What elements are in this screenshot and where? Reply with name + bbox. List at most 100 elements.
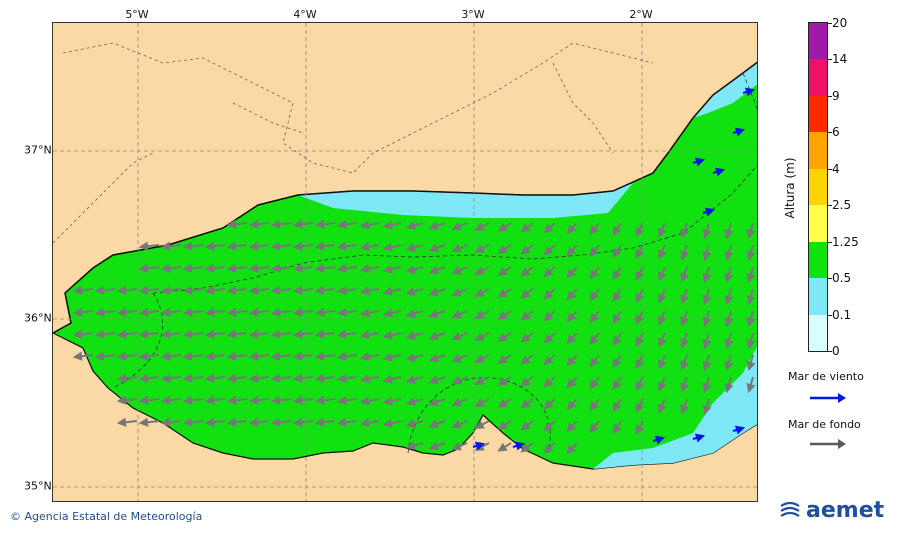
wind-arrows bbox=[472, 87, 756, 451]
wave-height-map[interactable] bbox=[52, 22, 758, 502]
swell-arrow-head bbox=[138, 329, 149, 339]
swell-arrow-head bbox=[543, 311, 554, 322]
swell-arrow-head bbox=[336, 395, 347, 405]
swell-arrow-head bbox=[566, 246, 577, 257]
swell-arrow-head bbox=[520, 267, 531, 277]
swell-arrow-head bbox=[405, 441, 416, 450]
legend-tick-label: 9 bbox=[832, 88, 840, 103]
swell-arrow-head bbox=[635, 248, 644, 259]
swell-arrow-head bbox=[566, 400, 577, 411]
swell-arrow-head bbox=[635, 336, 644, 347]
swell-arrow-head bbox=[248, 285, 259, 295]
swell-arrow-head bbox=[182, 285, 193, 295]
swell-arrow-head bbox=[226, 307, 237, 317]
swell-arrow-head bbox=[292, 241, 303, 251]
swell-arrow-head bbox=[543, 333, 554, 344]
swell-arrow-head bbox=[658, 315, 667, 326]
swell-arrow-head bbox=[680, 228, 690, 239]
swell-arrow-head bbox=[474, 222, 485, 231]
swell-arrow-head bbox=[635, 380, 644, 391]
swell-arrow-head bbox=[702, 317, 712, 328]
swell-arrow-head bbox=[94, 307, 105, 317]
swell-arrow-head bbox=[474, 288, 485, 297]
swell-arrow-head bbox=[226, 263, 237, 273]
swell-arrow-head bbox=[746, 339, 756, 350]
swell-arrow-head bbox=[182, 417, 193, 427]
swell-arrow-head bbox=[724, 361, 734, 372]
swell-arrow-head bbox=[270, 307, 281, 317]
swell-arrow-head bbox=[746, 361, 756, 372]
lon-label-4w: 4°W bbox=[293, 8, 317, 21]
swell-arrow-head bbox=[359, 330, 370, 340]
swell-arrow-head bbox=[359, 264, 370, 274]
swell-arrow-head bbox=[589, 379, 599, 390]
swell-arrow-head bbox=[336, 219, 347, 229]
swell-arrow-head bbox=[72, 351, 83, 361]
legend-tick-label: 6 bbox=[832, 125, 840, 140]
swell-arrow-head bbox=[428, 353, 439, 363]
swell-arrow-head bbox=[612, 335, 622, 347]
swell-arrow-head bbox=[497, 376, 508, 386]
legend-tick-mark bbox=[828, 95, 832, 97]
swell-arrow-head bbox=[359, 396, 370, 406]
legend-segment bbox=[809, 59, 827, 96]
swell-arrow-head bbox=[543, 245, 554, 256]
swell-arrow-head bbox=[680, 338, 690, 349]
swell-arrow-head bbox=[702, 383, 712, 394]
swell-arrow-head bbox=[635, 226, 644, 237]
swell-arrow-head bbox=[612, 247, 622, 259]
swell-arrow-head bbox=[270, 329, 281, 339]
swell-arrow-head bbox=[336, 417, 347, 427]
lon-label-5w: 5°W bbox=[125, 8, 149, 21]
swell-arrow-head bbox=[658, 359, 667, 370]
swell-arrow-head bbox=[497, 398, 508, 408]
swell-arrow-head bbox=[248, 417, 259, 427]
swell-arrow-head bbox=[248, 241, 259, 251]
swell-arrow-head bbox=[336, 373, 347, 383]
swell-arrow-head bbox=[612, 401, 622, 413]
swell-arrow-head bbox=[589, 401, 599, 412]
swell-arrow-head bbox=[182, 241, 193, 251]
swell-arrow-head bbox=[520, 399, 531, 409]
legend-segment bbox=[809, 205, 827, 242]
legend-segment bbox=[809, 314, 827, 351]
swell-arrow-head bbox=[204, 395, 215, 405]
swell-arrow-head bbox=[612, 379, 622, 391]
swell-arrow-head bbox=[270, 241, 281, 251]
swell-arrow-head bbox=[94, 351, 105, 361]
swell-arrow-head bbox=[116, 373, 127, 383]
swell-arrow-head bbox=[566, 444, 577, 455]
swell-arrow-head bbox=[204, 329, 215, 339]
swell-arrow-head bbox=[138, 241, 149, 251]
swell-arrow-head bbox=[204, 307, 215, 317]
swell-arrow-head bbox=[182, 373, 193, 383]
legend-tick-mark bbox=[828, 132, 832, 134]
swell-arrow-head bbox=[474, 420, 485, 429]
swell-arrow-head bbox=[382, 220, 393, 230]
wind-arrow-head bbox=[694, 157, 706, 167]
swell-arrow-head bbox=[248, 351, 259, 361]
swell-arrow-head bbox=[138, 395, 149, 405]
legend-tick-mark bbox=[828, 168, 832, 170]
swell-arrow-head bbox=[497, 420, 508, 430]
wind-arrow-head bbox=[514, 441, 526, 451]
wind-arrow-head bbox=[654, 435, 666, 445]
wind-arrow-head bbox=[694, 433, 706, 443]
swell-arrow-head bbox=[314, 329, 325, 339]
swell-arrow-head bbox=[270, 285, 281, 295]
swell-arrow-head bbox=[226, 373, 237, 383]
wind-arrow-head bbox=[734, 127, 746, 137]
swell-arrow-head bbox=[635, 424, 644, 435]
swell-arrow-head bbox=[724, 229, 734, 240]
lon-label-2w: 2°W bbox=[629, 8, 653, 21]
swell-arrow-head bbox=[226, 241, 237, 251]
swell-arrow-head bbox=[182, 307, 193, 317]
swell-arrow-head bbox=[270, 395, 281, 405]
aemet-logo: aemet bbox=[778, 498, 884, 523]
swell-arrow-head bbox=[292, 395, 303, 405]
swell-arrow-head bbox=[94, 285, 105, 295]
swell-arrow-head bbox=[116, 285, 127, 295]
swell-arrow-head bbox=[497, 354, 508, 364]
legend-tick-mark bbox=[828, 314, 832, 316]
swell-arrow-head bbox=[451, 331, 462, 341]
